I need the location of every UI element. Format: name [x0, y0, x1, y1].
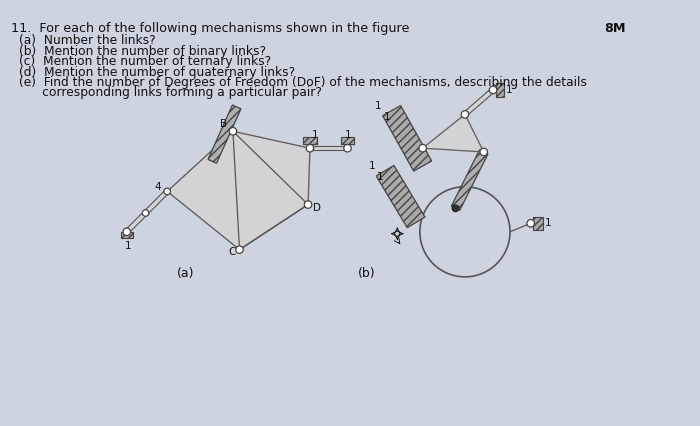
Circle shape — [527, 219, 534, 227]
Bar — [533, 217, 543, 230]
Text: B: B — [220, 119, 227, 129]
Polygon shape — [423, 114, 484, 152]
Text: (e)  Find the number of Degrees of Freedom (DoF) of the mechanisms, describing t: (e) Find the number of Degrees of Freedo… — [19, 76, 587, 89]
Bar — [496, 83, 505, 97]
Text: (b)  Mention the number of binary links?: (b) Mention the number of binary links? — [19, 45, 266, 58]
Text: (b): (b) — [358, 268, 375, 280]
Circle shape — [419, 144, 426, 152]
Circle shape — [480, 148, 487, 156]
Text: D: D — [312, 203, 321, 213]
Circle shape — [229, 127, 237, 135]
Polygon shape — [208, 105, 241, 163]
Text: (a): (a) — [177, 268, 195, 280]
Circle shape — [304, 201, 312, 208]
Polygon shape — [452, 150, 488, 210]
Text: (a)  Number the links?: (a) Number the links? — [19, 34, 155, 46]
Text: (c)  Mention the number of ternary links?: (c) Mention the number of ternary links? — [19, 55, 271, 68]
Text: 11.  For each of the following mechanisms shown in the figure: 11. For each of the following mechanisms… — [11, 22, 409, 35]
Text: 4: 4 — [155, 182, 161, 192]
Text: 1: 1 — [345, 130, 352, 140]
Text: 1: 1 — [375, 101, 382, 111]
Text: 1: 1 — [377, 172, 384, 182]
Text: 8M: 8M — [604, 22, 625, 35]
Polygon shape — [310, 146, 347, 150]
Bar — [303, 137, 316, 144]
Text: 1: 1 — [312, 130, 319, 140]
Text: corresponding links forming a particular pair?: corresponding links forming a particular… — [19, 86, 322, 99]
Text: (d)  Mention the number of quaternary links?: (d) Mention the number of quaternary lin… — [19, 66, 295, 78]
Polygon shape — [167, 131, 310, 250]
Polygon shape — [144, 190, 169, 215]
Circle shape — [123, 228, 131, 236]
Circle shape — [461, 111, 469, 118]
Circle shape — [142, 210, 149, 216]
Circle shape — [164, 188, 171, 195]
Circle shape — [452, 205, 458, 212]
Polygon shape — [125, 211, 147, 233]
Text: 1: 1 — [545, 219, 552, 228]
Polygon shape — [463, 88, 495, 116]
Text: 1: 1 — [384, 112, 391, 122]
Circle shape — [344, 144, 351, 152]
Text: 1: 1 — [506, 85, 513, 95]
Circle shape — [489, 86, 497, 94]
Bar — [341, 137, 354, 144]
Text: 1: 1 — [369, 161, 375, 171]
Bar — [120, 232, 133, 239]
Polygon shape — [376, 165, 425, 228]
Polygon shape — [383, 106, 432, 171]
Text: 1: 1 — [125, 241, 131, 251]
Circle shape — [306, 144, 314, 152]
Text: C: C — [228, 247, 236, 256]
Circle shape — [236, 246, 244, 253]
